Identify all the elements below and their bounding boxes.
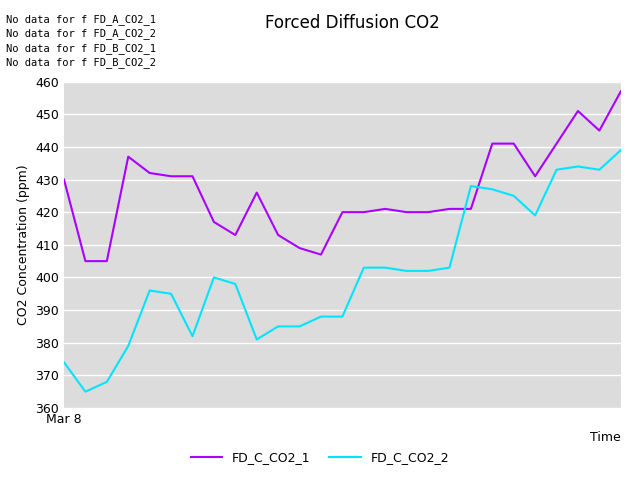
- FD_C_CO2_1: [296, 245, 303, 251]
- FD_C_CO2_2: [146, 288, 154, 293]
- FD_C_CO2_2: [210, 275, 218, 280]
- Legend: FD_C_CO2_1, FD_C_CO2_2: FD_C_CO2_1, FD_C_CO2_2: [186, 446, 454, 469]
- FD_C_CO2_1: [253, 190, 260, 195]
- FD_C_CO2_2: [403, 268, 410, 274]
- X-axis label: Time: Time: [590, 432, 621, 444]
- FD_C_CO2_2: [339, 314, 346, 320]
- FD_C_CO2_1: [189, 173, 196, 179]
- FD_C_CO2_1: [275, 232, 282, 238]
- FD_C_CO2_2: [360, 265, 367, 271]
- FD_C_CO2_2: [445, 265, 453, 271]
- Text: No data for f FD_A_CO2_1
No data for f FD_A_CO2_2
No data for f FD_B_CO2_1
No da: No data for f FD_A_CO2_1 No data for f F…: [6, 14, 156, 68]
- FD_C_CO2_1: [210, 219, 218, 225]
- FD_C_CO2_2: [296, 324, 303, 329]
- FD_C_CO2_1: [445, 206, 453, 212]
- FD_C_CO2_1: [596, 128, 604, 133]
- FD_C_CO2_1: [488, 141, 496, 146]
- FD_C_CO2_2: [275, 324, 282, 329]
- FD_C_CO2_1: [103, 258, 111, 264]
- FD_C_CO2_2: [103, 379, 111, 385]
- FD_C_CO2_1: [317, 252, 325, 257]
- FD_C_CO2_1: [146, 170, 154, 176]
- Line: FD_C_CO2_1: FD_C_CO2_1: [64, 91, 621, 261]
- FD_C_CO2_2: [617, 147, 625, 153]
- Text: Forced Diffusion CO2: Forced Diffusion CO2: [264, 14, 440, 33]
- FD_C_CO2_1: [574, 108, 582, 114]
- FD_C_CO2_2: [124, 343, 132, 349]
- FD_C_CO2_1: [553, 141, 561, 146]
- FD_C_CO2_1: [381, 206, 389, 212]
- Y-axis label: CO2 Concentration (ppm): CO2 Concentration (ppm): [17, 165, 29, 325]
- FD_C_CO2_1: [360, 209, 367, 215]
- FD_C_CO2_2: [596, 167, 604, 173]
- FD_C_CO2_2: [60, 360, 68, 365]
- FD_C_CO2_2: [167, 291, 175, 297]
- FD_C_CO2_2: [317, 314, 325, 320]
- FD_C_CO2_1: [531, 173, 539, 179]
- FD_C_CO2_2: [510, 193, 518, 199]
- FD_C_CO2_1: [124, 154, 132, 159]
- FD_C_CO2_1: [167, 173, 175, 179]
- FD_C_CO2_1: [424, 209, 432, 215]
- FD_C_CO2_1: [617, 88, 625, 94]
- FD_C_CO2_2: [467, 183, 475, 189]
- FD_C_CO2_2: [189, 333, 196, 339]
- FD_C_CO2_2: [553, 167, 561, 173]
- FD_C_CO2_1: [81, 258, 89, 264]
- FD_C_CO2_1: [467, 206, 475, 212]
- FD_C_CO2_1: [339, 209, 346, 215]
- FD_C_CO2_1: [403, 209, 410, 215]
- FD_C_CO2_2: [531, 213, 539, 218]
- FD_C_CO2_1: [510, 141, 518, 146]
- Line: FD_C_CO2_2: FD_C_CO2_2: [64, 150, 621, 392]
- FD_C_CO2_1: [60, 177, 68, 182]
- FD_C_CO2_2: [381, 265, 389, 271]
- FD_C_CO2_2: [81, 389, 89, 395]
- FD_C_CO2_2: [232, 281, 239, 287]
- FD_C_CO2_2: [424, 268, 432, 274]
- FD_C_CO2_1: [232, 232, 239, 238]
- FD_C_CO2_2: [488, 186, 496, 192]
- FD_C_CO2_2: [574, 164, 582, 169]
- FD_C_CO2_2: [253, 336, 260, 342]
